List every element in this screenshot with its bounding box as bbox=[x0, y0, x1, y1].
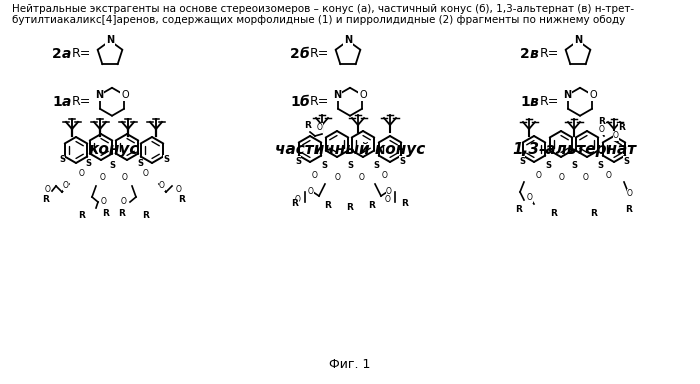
Text: 1: 1 bbox=[290, 95, 300, 109]
Text: N: N bbox=[344, 35, 352, 45]
Text: N: N bbox=[563, 90, 571, 100]
Text: 2: 2 bbox=[52, 47, 62, 61]
Text: O: O bbox=[536, 170, 542, 179]
Text: O: O bbox=[317, 124, 323, 132]
Text: R=: R= bbox=[540, 47, 559, 60]
Text: S: S bbox=[295, 157, 301, 166]
Text: O: O bbox=[63, 182, 69, 190]
Text: S: S bbox=[519, 157, 525, 166]
Text: O: O bbox=[589, 90, 597, 100]
Text: S: S bbox=[399, 157, 405, 166]
Text: R: R bbox=[118, 210, 125, 218]
Text: S: S bbox=[59, 156, 65, 164]
Text: O: O bbox=[159, 182, 165, 190]
Text: R: R bbox=[304, 121, 312, 131]
Text: R=: R= bbox=[310, 95, 330, 108]
Text: O: O bbox=[312, 170, 318, 179]
Text: R: R bbox=[43, 195, 50, 205]
Text: O: O bbox=[527, 194, 533, 202]
Text: S: S bbox=[321, 162, 327, 170]
Text: S: S bbox=[347, 162, 353, 170]
Text: O: O bbox=[627, 189, 633, 199]
Text: N: N bbox=[332, 90, 341, 100]
Text: R: R bbox=[78, 212, 85, 220]
Text: R: R bbox=[619, 124, 625, 132]
Text: O: O bbox=[606, 170, 612, 179]
Text: R: R bbox=[143, 212, 149, 220]
Text: R: R bbox=[292, 200, 298, 209]
Text: 1: 1 bbox=[52, 95, 62, 109]
Text: R: R bbox=[516, 205, 522, 215]
Text: R: R bbox=[346, 202, 354, 212]
Text: O: O bbox=[176, 185, 182, 195]
Text: O: O bbox=[308, 187, 314, 195]
Text: O: O bbox=[583, 174, 589, 182]
Text: б: б bbox=[300, 47, 309, 61]
Text: R: R bbox=[626, 205, 632, 215]
Text: конус: конус bbox=[89, 142, 139, 157]
Text: S: S bbox=[373, 162, 379, 170]
Text: S: S bbox=[137, 159, 143, 169]
Text: R=: R= bbox=[72, 47, 92, 60]
Text: O: O bbox=[121, 90, 129, 100]
Text: S: S bbox=[623, 157, 629, 166]
Text: бутилтиакаликс[4]аренов, содержащих морфолидные (1) и пирролидидные (2) фрагмент: бутилтиакаликс[4]аренов, содержащих морф… bbox=[12, 15, 625, 25]
Text: R: R bbox=[402, 200, 408, 209]
Text: O: O bbox=[45, 185, 51, 195]
Text: R: R bbox=[598, 118, 606, 126]
Text: O: O bbox=[382, 170, 388, 179]
Text: 1: 1 bbox=[520, 95, 530, 109]
Text: Нейтральные экстрагенты на основе стереоизомеров – конус (а), частичный конус (б: Нейтральные экстрагенты на основе стерео… bbox=[12, 4, 634, 14]
Text: S: S bbox=[545, 162, 551, 170]
Text: R: R bbox=[178, 195, 186, 205]
Text: O: O bbox=[295, 195, 301, 205]
Text: частичный конус: частичный конус bbox=[275, 142, 425, 157]
Text: S: S bbox=[85, 159, 91, 169]
Text: R=: R= bbox=[540, 95, 559, 108]
Text: 2: 2 bbox=[520, 47, 530, 61]
Text: R: R bbox=[369, 202, 375, 210]
Text: O: O bbox=[359, 174, 365, 182]
Text: Фиг. 1: Фиг. 1 bbox=[329, 358, 371, 371]
Text: R: R bbox=[551, 210, 557, 218]
Text: O: O bbox=[79, 169, 85, 179]
Text: O: O bbox=[100, 172, 106, 182]
Text: O: O bbox=[335, 174, 341, 182]
Text: а: а bbox=[62, 95, 71, 109]
Text: O: O bbox=[359, 90, 367, 100]
Text: R=: R= bbox=[72, 95, 92, 108]
Text: O: O bbox=[122, 172, 128, 182]
Text: R: R bbox=[103, 210, 109, 218]
Text: O: O bbox=[559, 174, 565, 182]
Text: N: N bbox=[94, 90, 103, 100]
Text: R=: R= bbox=[310, 47, 330, 60]
Text: O: O bbox=[386, 187, 392, 195]
Text: а: а bbox=[62, 47, 71, 61]
Text: S: S bbox=[109, 161, 115, 169]
Text: O: O bbox=[143, 169, 149, 179]
Text: S: S bbox=[571, 162, 577, 170]
Text: O: O bbox=[613, 131, 619, 141]
Text: R: R bbox=[591, 210, 597, 218]
Text: в: в bbox=[530, 47, 539, 61]
Text: N: N bbox=[106, 35, 114, 45]
Text: 2: 2 bbox=[290, 47, 300, 61]
Text: S: S bbox=[597, 162, 603, 170]
Text: O: O bbox=[599, 126, 605, 134]
Text: O: O bbox=[101, 197, 107, 207]
Text: R: R bbox=[325, 202, 331, 210]
Text: O: O bbox=[121, 197, 127, 207]
Text: O: O bbox=[385, 195, 391, 205]
Text: N: N bbox=[574, 35, 582, 45]
Text: в: в bbox=[530, 95, 539, 109]
Text: 1,3-альтернат: 1,3-альтернат bbox=[512, 142, 636, 157]
Text: б: б bbox=[300, 95, 309, 109]
Text: S: S bbox=[163, 156, 169, 164]
